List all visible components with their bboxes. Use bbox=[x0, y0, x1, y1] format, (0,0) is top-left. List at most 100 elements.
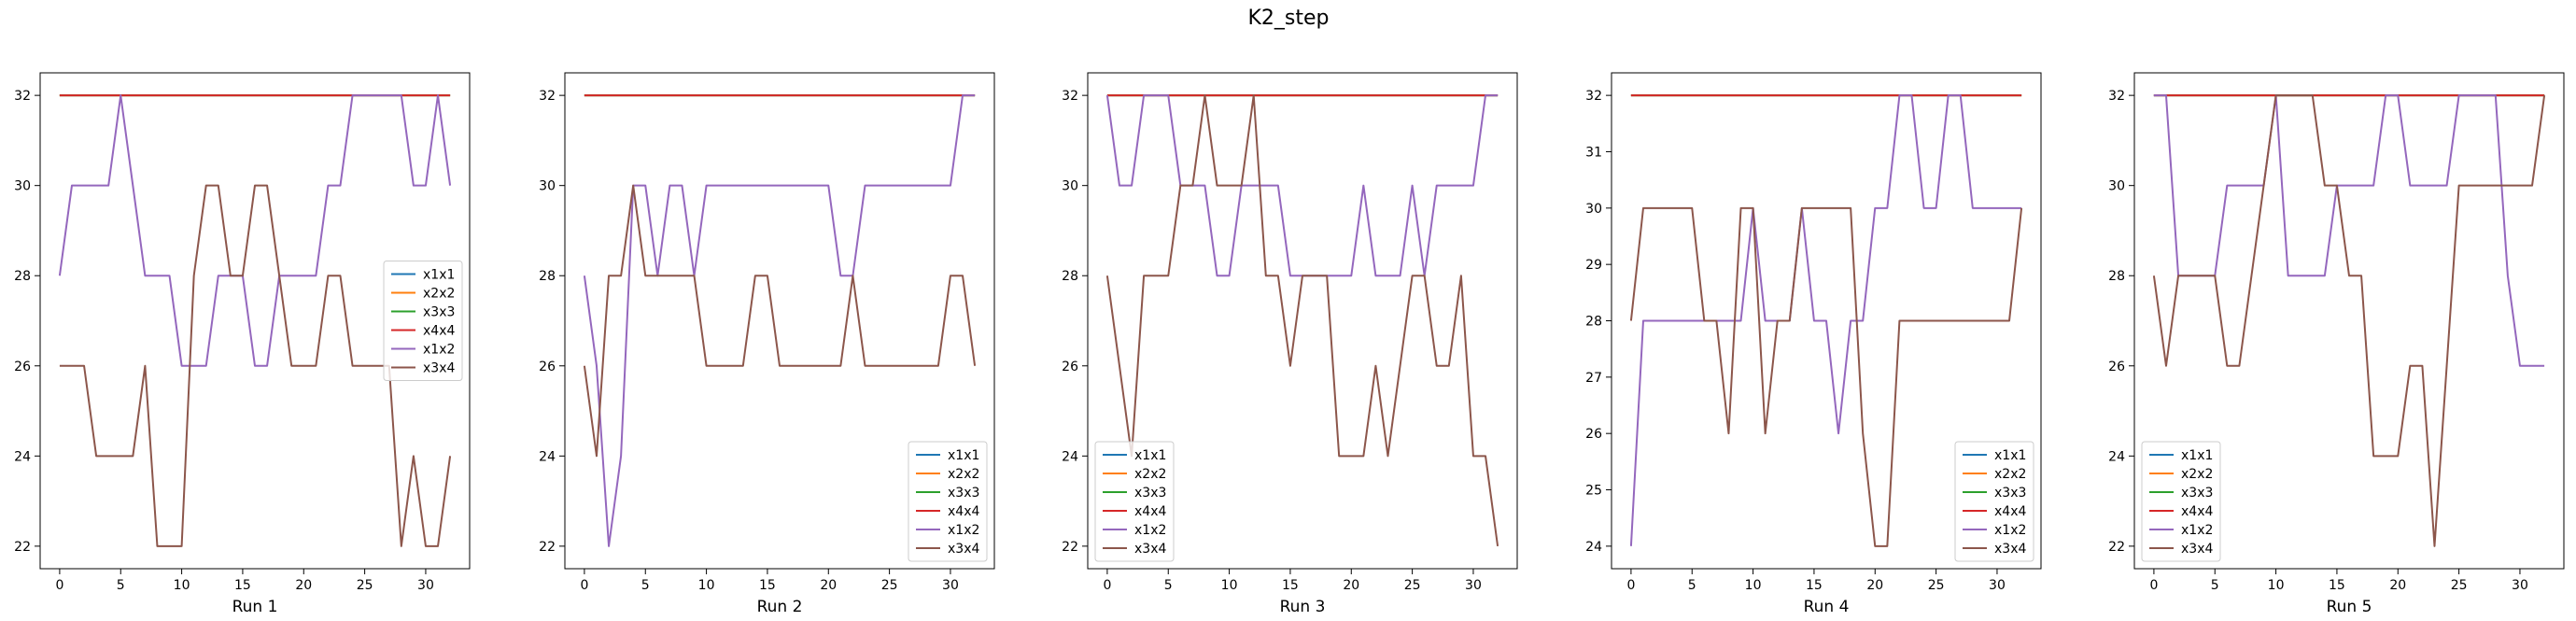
x-axis-label: Run 2 bbox=[757, 598, 803, 616]
x-tick-label: 15 bbox=[234, 578, 251, 593]
y-tick-label: 26 bbox=[1062, 360, 1078, 374]
legend-label: x4x4 bbox=[2181, 504, 2213, 519]
legend-label: x1x2 bbox=[1134, 523, 1166, 538]
x-tick-label: 30 bbox=[1989, 578, 2006, 593]
legend-label: x3x3 bbox=[1994, 486, 2026, 501]
y-tick-label: 28 bbox=[14, 269, 31, 284]
legend: x1x1 x2x2 x3x3 x4x4 x1x2 x3x4 bbox=[1094, 441, 1175, 562]
legend: x1x1 x2x2 x3x3 x4x4 x1x2 x3x4 bbox=[908, 441, 988, 562]
x-axis-label: Run 1 bbox=[232, 598, 278, 616]
legend-box bbox=[1094, 441, 1175, 562]
x-tick-label: 25 bbox=[2451, 578, 2468, 593]
legend-label: x1x1 bbox=[1134, 448, 1166, 463]
legend: x1x1 x2x2 x3x3 x4x4 x1x2 x3x4 bbox=[383, 261, 463, 381]
legend-label: x2x2 bbox=[423, 287, 455, 302]
figure-title: K2_step bbox=[1247, 7, 1329, 30]
y-tick-label: 28 bbox=[2108, 269, 2125, 284]
legend-label: x4x4 bbox=[1134, 504, 1166, 519]
legend-label: x4x4 bbox=[423, 324, 455, 339]
subplot-run-2: 0 5 10 15 20 25 30 22 24 26 28 30 32 Run 2 x1x1 x2x2 x3x… bbox=[539, 72, 995, 616]
x-tick-label: 5 bbox=[1164, 578, 1173, 593]
y-tick-label: 29 bbox=[1585, 258, 1602, 273]
axes-frame bbox=[39, 72, 471, 570]
y-tick-label: 26 bbox=[1585, 427, 1602, 442]
subplot-run-3: 0 5 10 15 20 25 30 22 24 26 28 30 32 Run 3 x1x1 x2x2 x3x… bbox=[1062, 72, 1518, 616]
x-tick-label: 25 bbox=[1928, 578, 1945, 593]
legend-label: x2x2 bbox=[2181, 467, 2213, 482]
legend-box bbox=[1954, 441, 2034, 562]
x-tick-label: 0 bbox=[1103, 578, 1111, 593]
y-tick-label: 30 bbox=[539, 179, 556, 194]
series-line-x1x2 bbox=[583, 94, 976, 547]
series-line-x3x4 bbox=[583, 184, 977, 458]
legend-label: x2x2 bbox=[948, 467, 979, 482]
legend-label: x1x2 bbox=[1994, 523, 2026, 538]
legend-label: x4x4 bbox=[948, 504, 979, 519]
x-tick-label: 20 bbox=[820, 578, 837, 593]
y-tick-label: 26 bbox=[14, 360, 31, 374]
x-tick-label: 20 bbox=[1866, 578, 1883, 593]
y-tick-label: 26 bbox=[539, 360, 556, 374]
x-tick-label: 10 bbox=[2268, 578, 2285, 593]
x-tick-label: 10 bbox=[174, 578, 190, 593]
x-tick-label: 5 bbox=[641, 578, 650, 593]
series-line-x1x2 bbox=[2153, 94, 2545, 367]
x-axis-label: Run 4 bbox=[1804, 598, 1850, 616]
legend-label: x3x3 bbox=[423, 305, 455, 320]
legend-label: x1x1 bbox=[423, 268, 455, 283]
legend: x1x1 x2x2 x3x3 x4x4 x1x2 x3x4 bbox=[2141, 441, 2221, 562]
x-tick-label: 10 bbox=[1221, 578, 1238, 593]
y-tick-label: 32 bbox=[14, 89, 31, 104]
legend-label: x1x1 bbox=[948, 448, 979, 463]
y-tick-label: 24 bbox=[14, 449, 31, 464]
legend-label: x1x1 bbox=[2181, 448, 2213, 463]
x-tick-label: 30 bbox=[942, 578, 959, 593]
x-tick-label: 30 bbox=[417, 578, 434, 593]
legend: x1x1 x2x2 x3x3 x4x4 x1x2 x3x4 bbox=[1954, 441, 2034, 562]
y-tick-label: 22 bbox=[2108, 540, 2125, 555]
y-tick-label: 32 bbox=[539, 89, 556, 104]
series-line-x3x4 bbox=[2152, 94, 2546, 547]
y-tick-label: 30 bbox=[14, 179, 31, 194]
x-tick-label: 30 bbox=[2512, 578, 2528, 593]
legend-label: x3x4 bbox=[423, 361, 455, 376]
x-tick-label: 5 bbox=[2211, 578, 2219, 593]
x-tick-label: 30 bbox=[1465, 578, 1482, 593]
subplot-run-1: 0 5 10 15 20 25 30 22 24 26 28 30 32 Run 1 x1x1 x2x2 x3x… bbox=[14, 72, 471, 616]
x-tick-label: 5 bbox=[117, 578, 125, 593]
legend-box bbox=[2141, 441, 2221, 562]
y-tick-label: 24 bbox=[1062, 449, 1078, 464]
axes-frame bbox=[564, 72, 995, 570]
x-tick-label: 15 bbox=[1282, 578, 1299, 593]
x-tick-label: 0 bbox=[580, 578, 588, 593]
legend-box bbox=[908, 441, 988, 562]
series-line-x1x2 bbox=[1629, 94, 2022, 546]
y-tick-label: 27 bbox=[1585, 371, 1602, 386]
y-tick-label: 30 bbox=[1062, 179, 1078, 194]
x-axis-label: Run 3 bbox=[1280, 598, 1326, 616]
legend-label: x4x4 bbox=[1994, 504, 2026, 519]
y-tick-label: 25 bbox=[1585, 484, 1602, 499]
legend-label: x3x3 bbox=[1134, 486, 1166, 501]
y-tick-label: 22 bbox=[14, 540, 31, 555]
legend-label: x1x1 bbox=[1994, 448, 2026, 463]
y-tick-label: 30 bbox=[2108, 179, 2125, 194]
axes-frame bbox=[2133, 72, 2565, 570]
y-tick-label: 32 bbox=[2108, 89, 2125, 104]
x-tick-label: 15 bbox=[2329, 578, 2345, 593]
x-tick-label: 0 bbox=[1626, 578, 1635, 593]
x-tick-label: 25 bbox=[881, 578, 898, 593]
x-tick-label: 20 bbox=[1343, 578, 1359, 593]
subplot-run-5: 0 5 10 15 20 25 30 22 24 26 28 30 32 Run 5 x1x1 x2x2 x3x… bbox=[2108, 72, 2565, 616]
legend-label: x3x4 bbox=[2181, 542, 2213, 557]
y-tick-label: 28 bbox=[539, 269, 556, 284]
series-line-x3x4 bbox=[1105, 94, 1499, 546]
axes-frame bbox=[1087, 72, 1518, 570]
x-tick-label: 15 bbox=[1806, 578, 1823, 593]
y-tick-label: 26 bbox=[2108, 360, 2125, 374]
legend-label: x3x3 bbox=[2181, 486, 2213, 501]
y-tick-label: 28 bbox=[1585, 315, 1602, 330]
y-tick-label: 32 bbox=[1585, 89, 1602, 104]
